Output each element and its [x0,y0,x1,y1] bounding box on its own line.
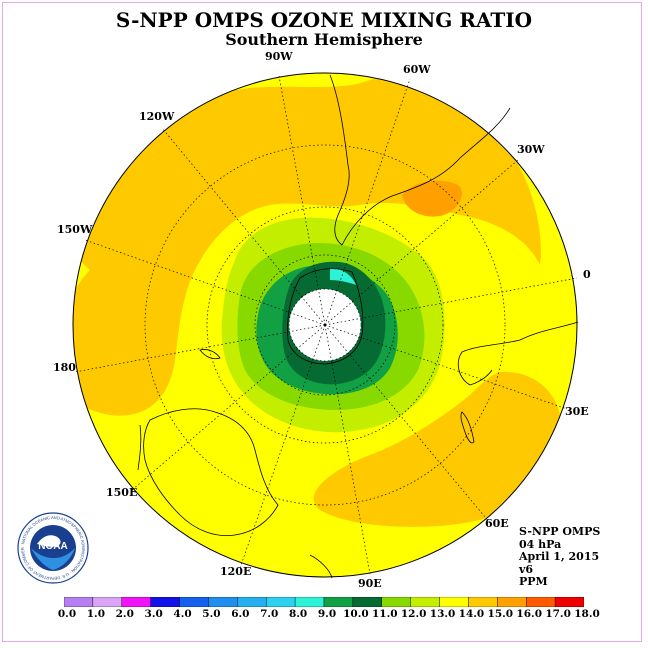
coast-australia [143,408,279,537]
meridian-150w [84,239,326,326]
coast-antarctica [287,268,364,365]
colorbar-label: 2.0 [115,608,134,620]
field-15-16 [402,180,462,217]
lon-label-30w: 30W [517,143,545,156]
colorbar-swatch [266,597,296,607]
colorbar-label: 16.0 [516,608,543,620]
colorbar [64,597,584,607]
latitude-circle-80 [288,288,362,362]
lon-label-150e: 150E [106,486,138,499]
colorbar-swatch [64,597,94,607]
colorbar-label: 10.0 [343,608,369,620]
lon-label-90w: 90W [265,50,293,63]
coast-indonesia [137,424,333,579]
meridian-60w [324,78,411,326]
colorbar-label: 18.0 [574,608,600,620]
colorbar-swatch [294,597,325,607]
lon-label-0: 0 [583,268,591,281]
page-title: S-NPP OMPS OZONE MIXING RATIO [115,8,533,32]
coast-new-zealand [199,349,221,360]
colorbar-label: 8.0 [288,608,308,620]
latitude-circle-60 [206,206,444,444]
lon-label-180: 180 [53,361,76,374]
info-instrument: S-NPP OMPS [519,525,601,538]
colorbar-label: 12.0 [400,608,427,620]
latitude-circle-70 [254,254,396,396]
lon-label-60w: 60W [403,63,431,76]
field-14-15-west [73,77,541,416]
colorbar-label: 11.0 [371,608,398,620]
info-units: PPM [519,575,548,588]
coastlines [137,74,579,579]
colorbar-swatch [323,597,354,607]
colorbar-swatch [179,597,209,607]
lon-label-150w: 150W [57,223,93,236]
colorbar-swatch [92,597,122,607]
page-subtitle: Southern Hemisphere [225,30,423,49]
colorbar-label: 1.0 [86,608,106,620]
graticule [74,75,578,575]
colorbar-swatch [150,597,180,607]
colorbar-label: 15.0 [487,608,514,620]
colorbar-label: 14.0 [458,608,485,620]
colorbar-label: 0.0 [57,608,77,620]
colorbar-label: 13.0 [429,608,456,620]
meridian-60e [324,324,491,524]
logo-text: NOAA [38,541,67,552]
map-border [72,72,578,578]
colorbar-swatch [121,597,151,607]
colorbar-swatch [526,597,556,607]
meridian-120e [239,324,326,569]
colorbar-swatch [237,597,267,607]
page-frame [2,2,642,642]
colorbar-swatch [352,597,382,607]
product-info: S-NPP OMPS 04 hPa April 1, 2015 v6 PPM [519,525,601,589]
colorbar-swatch [208,597,238,607]
colorbar-swatch [554,597,584,607]
meridian-30e [324,324,568,410]
meridian-120w [161,127,326,326]
colorbar-label: 6.0 [231,608,250,620]
lon-label-30e: 30E [565,405,589,418]
lon-label-90e: 90E [358,577,382,590]
colorbar-swatch [410,597,440,607]
noaa-seal-icon: NOAA NATIONAL OCEANIC AND ATMOSPHERIC AD… [17,512,89,584]
colorbar-label: 4.0 [173,608,192,620]
colorbar-swatch [497,597,527,607]
colorbar-label: 9.0 [317,608,337,620]
field-14-15-east [313,371,562,527]
colorbar-label: 17.0 [545,608,571,620]
coast-madagascar [460,411,475,444]
colorbar-swatch [381,597,411,607]
latitude-circle-40 [144,144,506,506]
meridian-0 [324,277,578,326]
lon-label-120w: 120W [139,110,175,123]
coast-africa [457,321,579,386]
lon-label-120e: 120E [220,565,252,578]
lon-label-60e: 60E [485,517,509,530]
colorbar-swatch [439,597,469,607]
colorbar-label: 7.0 [260,608,279,620]
colorbar-label: 3.0 [144,608,163,620]
coast-south-america [329,74,511,246]
colorbar-swatch [468,597,498,607]
info-version: v6 [519,562,534,576]
info-pressure-level: 04 hPa [519,537,562,551]
info-date: April 1, 2015 [519,550,600,563]
colorbar-label: 5.0 [202,608,221,620]
field-8-9 [330,268,356,285]
